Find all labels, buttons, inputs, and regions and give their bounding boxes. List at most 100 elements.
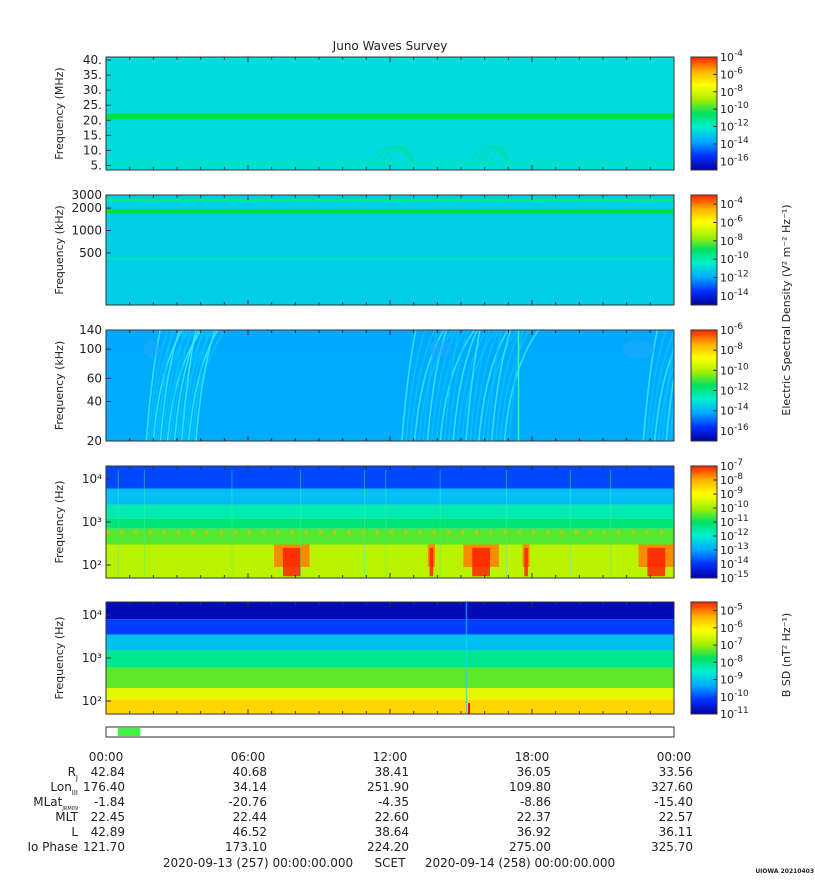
ephemeris-label: Io Phase [27,840,78,854]
colorbar-tick-label: 10-10 [720,500,749,515]
y-tick-label: 30. [83,83,102,97]
ephemeris-label: RJ [68,765,78,782]
ephemeris-value: -15.40 [654,795,693,809]
colorbar-scale [690,601,718,715]
colorbar-tick-label: 10-13 [720,542,749,557]
y-tick-label: 35. [83,68,102,82]
colorbar-label-electric: Electric Spectral Density (V² m⁻² Hz⁻¹) [780,204,793,415]
y-tick-label: 3000 [71,188,102,202]
colorbar-tick-label: 10-14 [720,288,749,303]
y-axis-label: Frequency (MHz) [53,67,66,159]
ephemeris-value: -1.84 [94,795,125,809]
colorbar-tick-label: 10-4 [720,196,743,211]
ephemeris-value: -4.35 [378,795,409,809]
ephemeris-value: 109.80 [509,780,551,794]
colorbar-tick-label: 10-8 [720,233,743,248]
colorbar-4: 10-710-810-910-1010-1110-1210-1310-1410-… [690,458,749,585]
coverage-segment [117,728,141,736]
y-axis-label: Frequency (kHz) [53,205,66,294]
y-tick-label: 140 [79,323,102,337]
ephemeris-value: 38.64 [375,825,409,839]
colorbar-tick-label: 10-8 [720,654,743,669]
ephemeris-value: 176.40 [83,780,125,794]
spectrogram-image [106,330,674,441]
colorbar-tick-label: 10-10 [720,251,749,266]
colorbar-tick-label: 10-6 [720,66,743,81]
colorbar-tick-label: 10-9 [720,672,743,687]
ephemeris-value: 33.56 [659,765,693,779]
colorbar-scale [690,465,718,579]
colorbar-tick-label: 10-16 [720,423,749,438]
ephemeris-value: 121.70 [83,840,125,854]
colorbar-tick-label: 10-8 [720,342,743,357]
time-tick-label: 18:00 [515,750,550,764]
ephemeris-value: 46.52 [233,825,267,839]
colorbar-tick-label: 10-7 [720,458,743,473]
data-coverage-bar [105,726,675,738]
ephemeris-value: 36.92 [517,825,551,839]
ephemeris-value: -8.86 [520,795,551,809]
y-tick-label: 40. [83,53,102,67]
ephemeris-label: MLT [55,810,78,824]
y-tick-label: 20. [83,113,102,127]
colorbar-tick-label: 10-10 [720,101,749,116]
data-coverage-segments [117,728,141,736]
y-axis-label: Frequency (Hz) [53,481,66,564]
colorbar-tick-label: 10-5 [720,603,743,618]
colorbar-tick-label: 10-8 [720,84,743,99]
footer-tag: UIOWA 20210403 [755,868,814,875]
colorbar-tick-label: 10-16 [720,153,749,168]
ephemeris-value: 224.20 [367,840,409,854]
spectrogram-image [106,57,674,170]
colorbar-1: 10-4 10-6 10-8 10-10 10-12 10-14 10-16 [690,49,749,171]
figure-title: Juno Waves Survey [332,39,448,53]
ephemeris-value: 325.70 [651,840,693,854]
colorbar-tick-label: 10-10 [720,689,749,704]
spectrogram-panel-3: 140 100 60 40 20 Frequency (kHz) [53,323,675,448]
ephemeris-value: 22.57 [659,810,693,824]
time-tick-label: 12:00 [373,750,408,764]
colorbars: 10-4 10-6 10-8 10-10 10-12 10-14 10-16 10-4 10-6… [690,49,749,721]
spectrogram-image [106,195,674,305]
y-axis-label: Frequency (Hz) [53,617,66,700]
colorbar-tick-label: 10-4 [720,49,743,64]
colorbar-scale [690,56,718,171]
footer-start-time: 2020-09-13 (257) 00:00:00.000 [163,856,353,870]
ephemeris-value: 251.90 [367,780,409,794]
y-tick-label: 500 [79,246,102,260]
spectrogram-image [106,602,674,714]
colorbar-tick-label: 10-8 [720,472,743,487]
ephemeris-value: 327.60 [651,780,693,794]
time-tick-label: 00:00 [657,750,692,764]
colorbar-tick-label: 10-15 [720,570,749,585]
colorbar-scale [690,329,718,442]
colorbar-scale [690,194,718,306]
y-tick-label: 10⁴ [82,608,102,622]
colorbar-tick-label: 10-12 [720,270,749,285]
y-tick-label: 2000 [71,201,102,215]
ephemeris-value: 22.44 [233,810,267,824]
ephemeris-value: -20.76 [228,795,267,809]
colorbar-tick-label: 10-9 [720,486,743,501]
spectrogram-panels: 40.35.30.25.20.15.10.5. Frequency (MHz) 30… [53,53,675,715]
colorbar-tick-label: 10-12 [720,528,749,543]
time-axis-labels: 00:00 06:00 12:00 18:00 00:00 [89,750,692,764]
ephemeris-label: L [71,825,78,839]
ephemeris-value: 22.45 [91,810,125,824]
time-tick-label: 00:00 [89,750,124,764]
colorbar-tick-label: 10-14 [720,136,749,151]
colorbar-3: 10-6 10-8 10-10 10-12 10-14 10-16 [690,322,749,442]
ephemeris-value: 42.84 [91,765,125,779]
y-tick-label: 10³ [82,651,102,665]
colorbar-tick-label: 10-11 [720,514,749,529]
ephemeris-value: 275.00 [509,840,551,854]
footer-scet: SCET [375,856,407,870]
footer-end-time: 2020-09-14 (258) 00:00:00.000 [425,856,615,870]
spectrogram-panel-5: 10⁴ 10³ 10² Frequency (Hz) [53,601,675,715]
y-tick-label: 10³ [82,515,102,529]
colorbar-tick-label: 10-12 [720,383,749,398]
ephemeris-value: 36.05 [517,765,551,779]
y-tick-label: 60 [87,371,102,385]
